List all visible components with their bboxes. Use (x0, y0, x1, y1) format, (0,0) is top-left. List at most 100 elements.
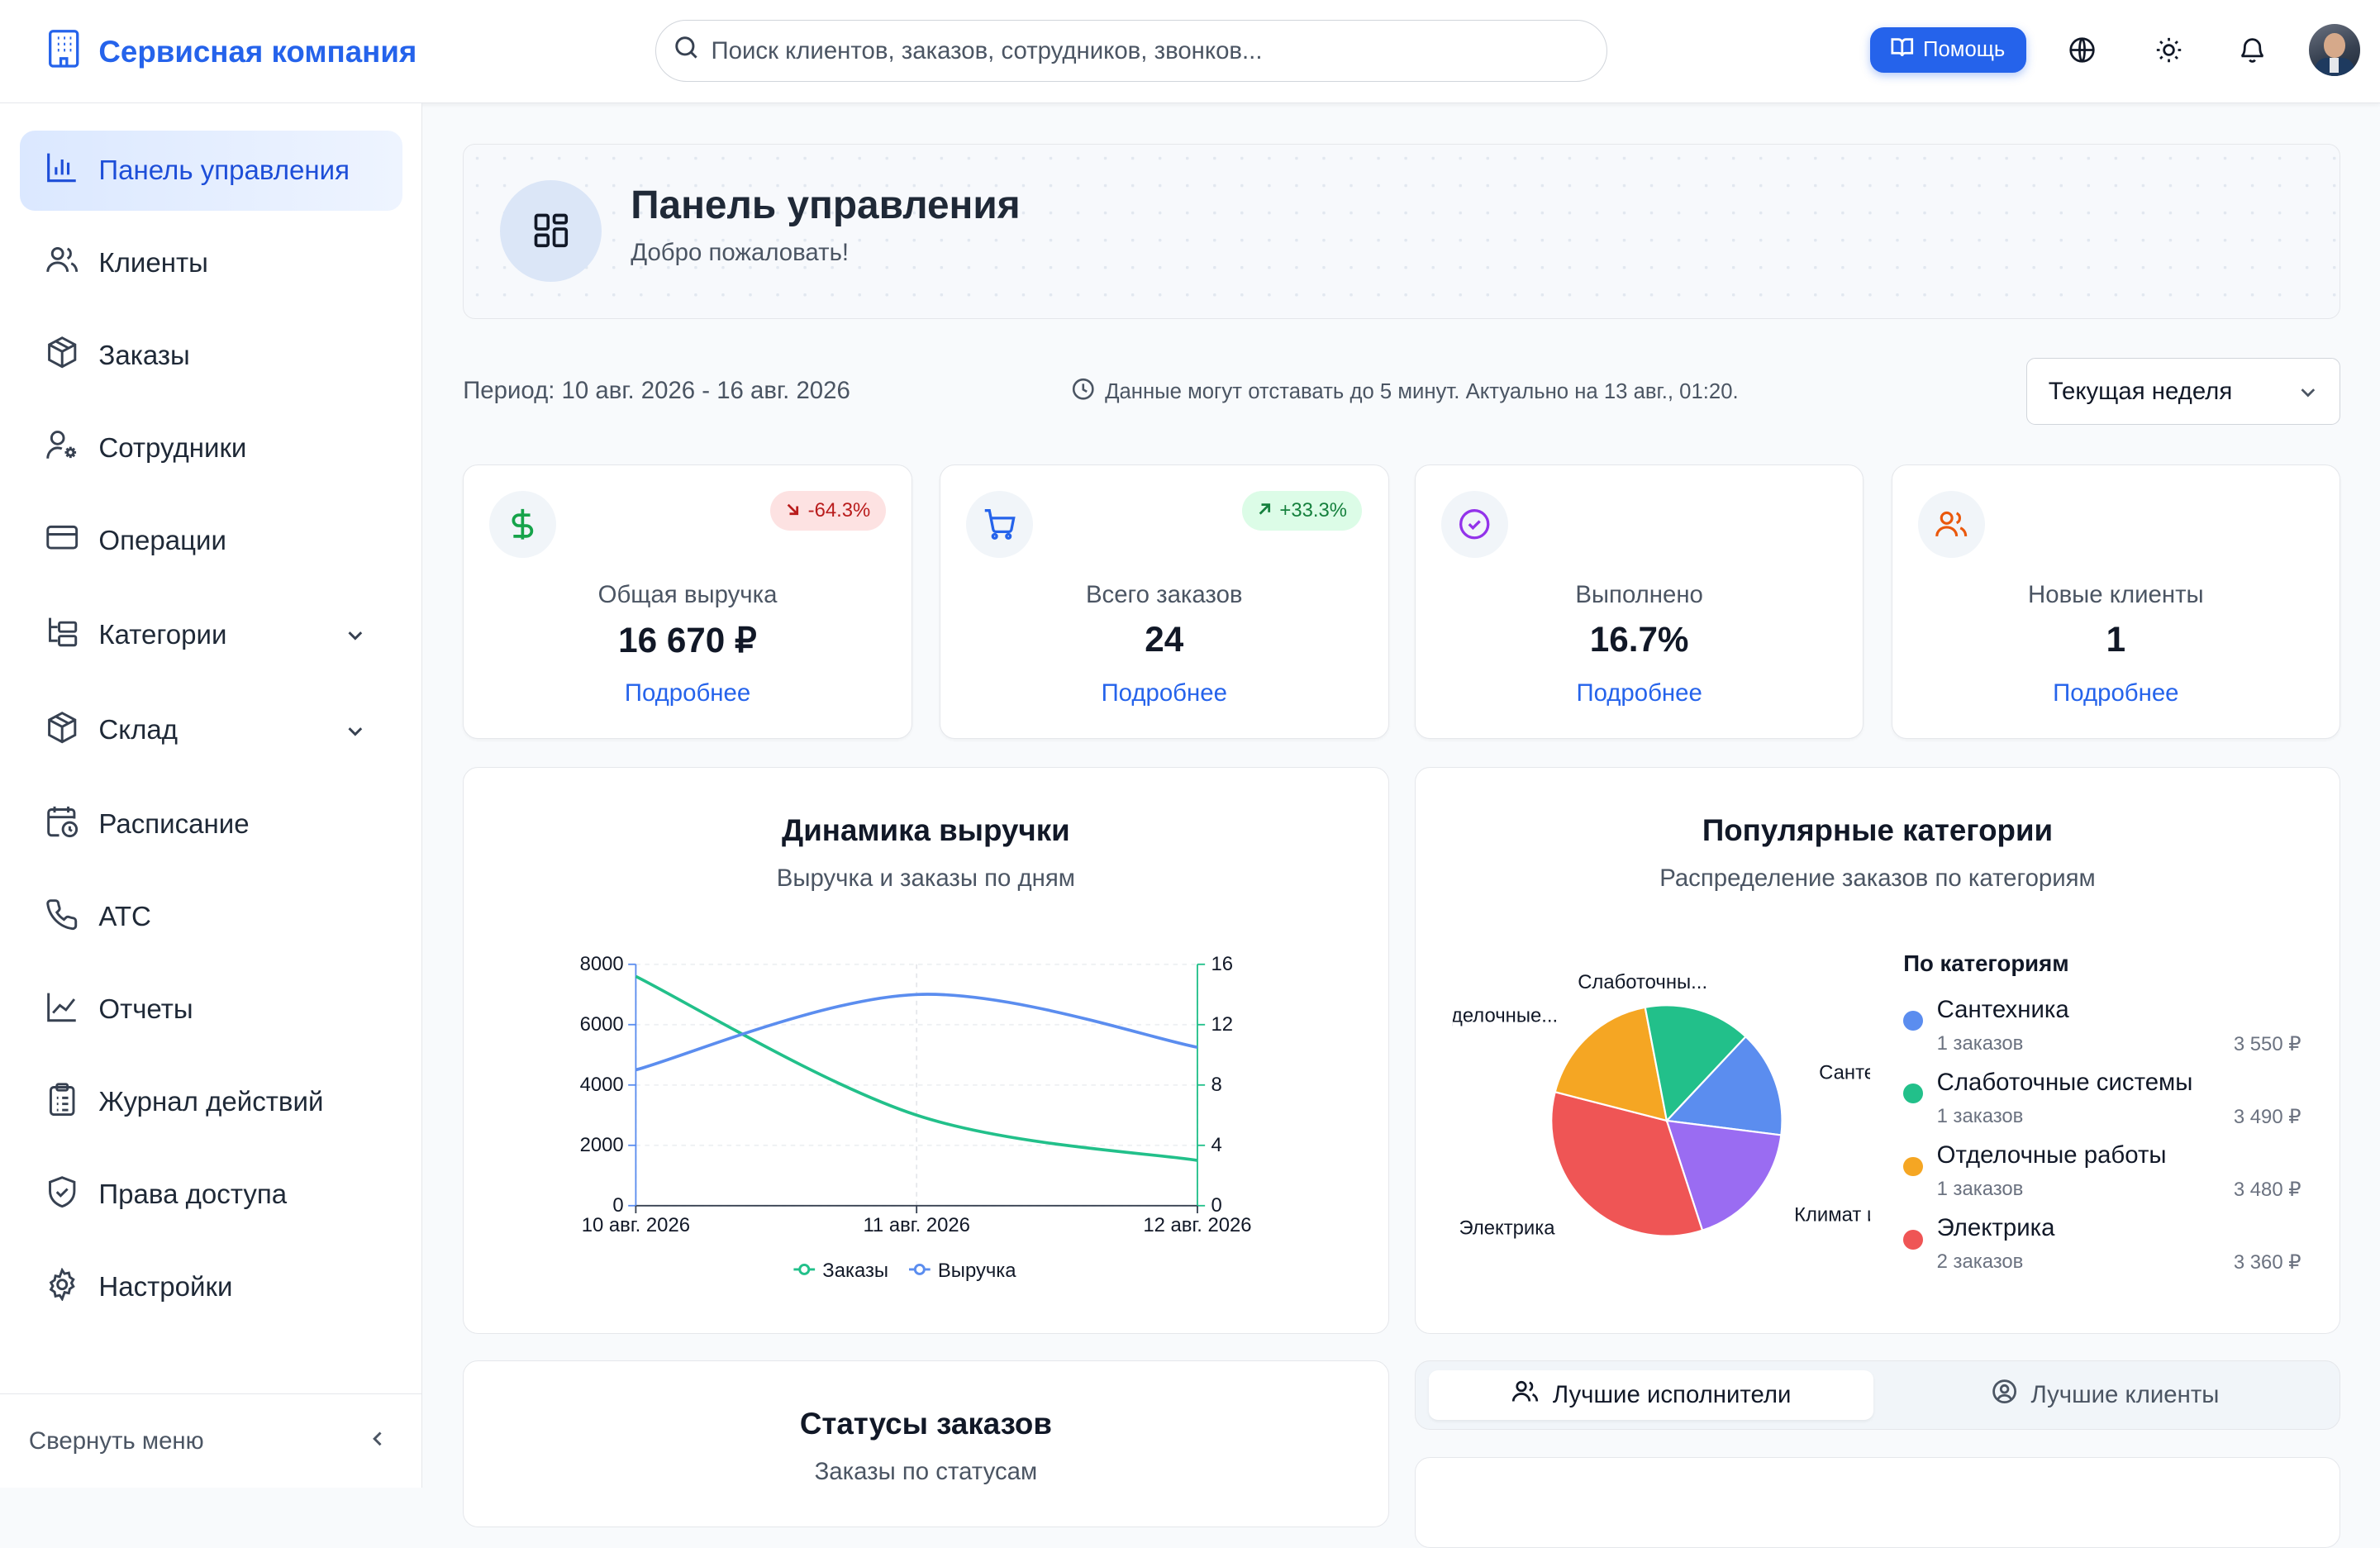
book-icon (1891, 36, 1914, 64)
chevron-down-icon[interactable] (345, 718, 366, 750)
collapse-menu[interactable]: Свернуть меню (0, 1393, 422, 1488)
top-header: Сервисная компания Помощь (0, 0, 2380, 103)
revenue-chart-card: Динамика выручки Выручка и заказы по дня… (463, 766, 1389, 1335)
sidebar-item-warehouse[interactable]: Склад (20, 691, 402, 771)
help-button[interactable]: Помощь (1869, 27, 2026, 74)
pie-slice (1665, 1119, 1783, 1231)
sidebar-item-operations[interactable]: Операции (20, 501, 402, 581)
chevron-down-icon[interactable] (345, 622, 366, 654)
card-subtitle: Заказы по статусам (814, 1458, 1038, 1486)
y-tick-label-right: 4 (1211, 1134, 1222, 1156)
avatar[interactable] (2308, 24, 2361, 76)
package-icon (45, 336, 79, 376)
legend-label: Выручка (938, 1260, 1016, 1282)
search-bar[interactable] (655, 19, 1608, 83)
pie-slice (1550, 1090, 1704, 1237)
sidebar-item-pbx[interactable]: АТС (20, 878, 402, 958)
pie-slice (1644, 1003, 1747, 1122)
bell-icon[interactable] (2235, 33, 2268, 66)
user-circle-icon (1992, 1379, 2017, 1411)
sidebar-item-label: Журнал действий (98, 1087, 324, 1118)
y-tick-label-left: 2000 (580, 1134, 624, 1156)
sidebar-item-orders[interactable]: Заказы (20, 316, 402, 396)
details-link[interactable]: Подробнее (1576, 679, 1702, 707)
revenue-line-chart: 0 2000 4000 6000 8000 0 4 8 12 16 10 авг. 2026 11 а… (580, 953, 1252, 1282)
sidebar-item-label: Клиенты (98, 247, 208, 279)
sidebar-item-label: АТС (98, 902, 151, 933)
x-tick-label: 11 авг. 2026 (864, 1214, 970, 1236)
sidebar-item-label: Сотрудники (98, 432, 247, 464)
details-link[interactable]: Подробнее (624, 679, 751, 707)
categories-card: Популярные категории Распределение заказ… (1414, 766, 2341, 1335)
category-item[interactable]: Сантехника 1 заказов 3 550 ₽ (1903, 996, 2301, 1063)
sun-icon[interactable] (2152, 33, 2185, 66)
trend-value: -64.3% (807, 499, 871, 522)
details-link[interactable]: Подробнее (1101, 679, 1227, 707)
kpi-value: 24 (1145, 620, 1184, 660)
calendar-clock-icon (45, 805, 79, 845)
details-link[interactable]: Подробнее (2053, 679, 2179, 707)
brand-name: Сервисная компания (98, 34, 417, 69)
sidebar-item-reports[interactable]: Отчеты (20, 970, 402, 1050)
series-line-orders (635, 974, 1198, 1162)
pie-slice (1664, 1035, 1783, 1136)
category-count: 1 заказов (1936, 1178, 2024, 1201)
data-freshness: Данные могут отставать до 5 минут. Актуа… (1072, 378, 1739, 407)
cart-icon (966, 491, 1033, 559)
users-icon (1511, 1378, 1539, 1412)
order-status-card: Статусы заказов Заказы по статусам (463, 1360, 1389, 1527)
trend-badge: -64.3% (769, 491, 886, 531)
search-input[interactable] (711, 36, 1562, 65)
chevron-left-icon[interactable] (367, 1427, 388, 1455)
x-tick-label: 12 авг. 2026 (1144, 1214, 1252, 1236)
help-label: Помощь (1923, 38, 2006, 62)
sidebar-item-label: Отчеты (98, 994, 193, 1026)
sidebar-item-dashboard[interactable]: Панель управления (19, 130, 402, 212)
period-select[interactable]: Текущая неделя (2025, 358, 2341, 426)
sidebar-item-label: Категории (98, 619, 227, 650)
pie-label: Электрика (1459, 1217, 1555, 1239)
category-item[interactable]: Отделочные работы 1 заказов 3 480 ₽ (1903, 1141, 2301, 1208)
sidebar-item-employees[interactable]: Сотрудники (20, 408, 402, 488)
category-sum: 3 490 ₽ (2233, 1106, 2301, 1129)
gear-icon (45, 1267, 79, 1308)
kpi-label: Выполнено (1575, 580, 1703, 608)
tab-top-clients[interactable]: Лучшие клиенты (1883, 1370, 2328, 1421)
globe-icon[interactable] (2066, 33, 2099, 66)
legend-marker (914, 1263, 926, 1275)
tab-top-performers[interactable]: Лучшие исполнители (1429, 1369, 1874, 1421)
pie-label: Слаботочны... (1578, 970, 1707, 993)
kpi-label: Новые клиенты (2028, 580, 2204, 608)
sidebar-item-activity-log[interactable]: Журнал действий (20, 1063, 402, 1143)
series-line-revenue (635, 992, 1198, 1071)
period-select-value: Текущая неделя (2048, 377, 2233, 405)
y-tick-label-left: 6000 (580, 1013, 624, 1036)
sidebar-item-access-rights[interactable]: Права доступа (20, 1155, 402, 1236)
category-name: Электрика (1936, 1214, 2055, 1242)
pie-label: Климат и... (1794, 1203, 1885, 1226)
sidebar-item-clients[interactable]: Клиенты (20, 223, 402, 303)
building-icon (47, 29, 80, 75)
sidebar-item-settings[interactable]: Настройки (20, 1248, 402, 1328)
page-title: Панель управления (631, 183, 1021, 228)
category-count: 1 заказов (1936, 1031, 2024, 1055)
user-cog-icon (45, 428, 79, 469)
kpi-label: Всего заказов (1085, 580, 1243, 608)
card-title: Динамика выручки (782, 812, 1070, 847)
sidebar-item-schedule[interactable]: Расписание (20, 785, 402, 865)
trend-badge: +33.3% (1241, 491, 1363, 531)
sidebar-item-categories[interactable]: Категории (20, 595, 402, 675)
kpi-card-revenue: -64.3% Общая выручка 16 670 ₽ Подробнее (463, 464, 912, 740)
category-item[interactable]: Электрика 2 заказов 3 360 ₽ (1903, 1214, 2301, 1281)
pie-label: Сантехника (1819, 1061, 1885, 1084)
brand[interactable]: Сервисная компания (47, 29, 416, 75)
y-tick-label-left: 8000 (580, 953, 624, 975)
sidebar-item-label: Склад (98, 715, 178, 746)
legend-label: Заказы (822, 1260, 888, 1282)
category-color-dot (1903, 1156, 1924, 1177)
tab-label: Лучшие исполнители (1552, 1380, 1792, 1408)
y-tick-label-left: 4000 (580, 1074, 624, 1096)
dollar-icon (489, 491, 557, 559)
category-sum: 3 360 ₽ (2233, 1251, 2301, 1274)
category-item[interactable]: Слаботочные системы 1 заказов 3 490 ₽ (1903, 1069, 2301, 1136)
